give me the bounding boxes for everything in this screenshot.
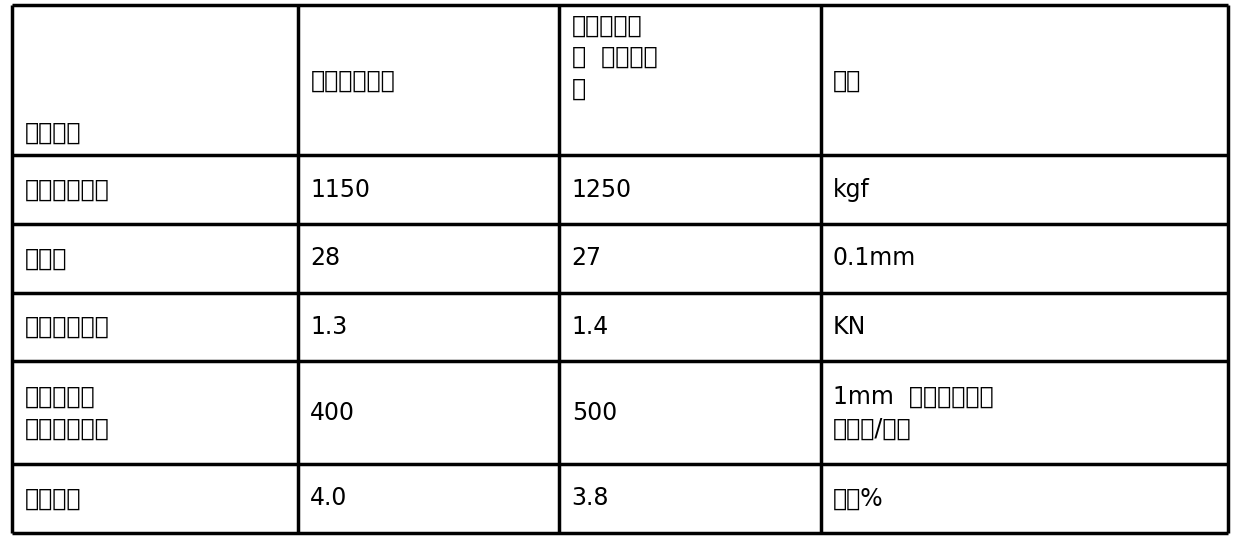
Text: 3.8: 3.8: [572, 486, 609, 511]
Text: 间接拉伸试验: 间接拉伸试验: [25, 315, 109, 339]
Text: kgf: kgf: [833, 178, 869, 202]
Text: 新沥青混凝土: 新沥青混凝土: [310, 68, 396, 93]
Text: 流动值: 流动值: [25, 246, 67, 270]
Text: 单位: 单位: [833, 68, 861, 93]
Text: 1.3: 1.3: [310, 315, 347, 339]
Text: 动态稳定度
（轮辙试验）: 动态稳定度 （轮辙试验）: [25, 385, 109, 441]
Text: 1150: 1150: [310, 178, 371, 202]
Text: 1.4: 1.4: [572, 315, 609, 339]
Text: 0.1mm: 0.1mm: [833, 246, 916, 270]
Text: 标记试验: 标记试验: [25, 486, 82, 511]
Text: 500: 500: [572, 401, 616, 424]
Text: 试验项目: 试验项目: [25, 121, 82, 145]
Text: 改性再生中
温  沥青混凝
土: 改性再生中 温 沥青混凝 土: [572, 13, 657, 101]
Text: 1250: 1250: [572, 178, 631, 202]
Text: 1mm  变形所需的轮
辙次数/分钟: 1mm 变形所需的轮 辙次数/分钟: [833, 385, 993, 441]
Text: KN: KN: [833, 315, 867, 339]
Text: 400: 400: [310, 401, 356, 424]
Text: 马歇尔稳定度: 马歇尔稳定度: [25, 178, 109, 202]
Text: 磨耗%: 磨耗%: [833, 486, 884, 511]
Text: 4.0: 4.0: [310, 486, 347, 511]
Text: 28: 28: [310, 246, 341, 270]
Text: 27: 27: [572, 246, 601, 270]
